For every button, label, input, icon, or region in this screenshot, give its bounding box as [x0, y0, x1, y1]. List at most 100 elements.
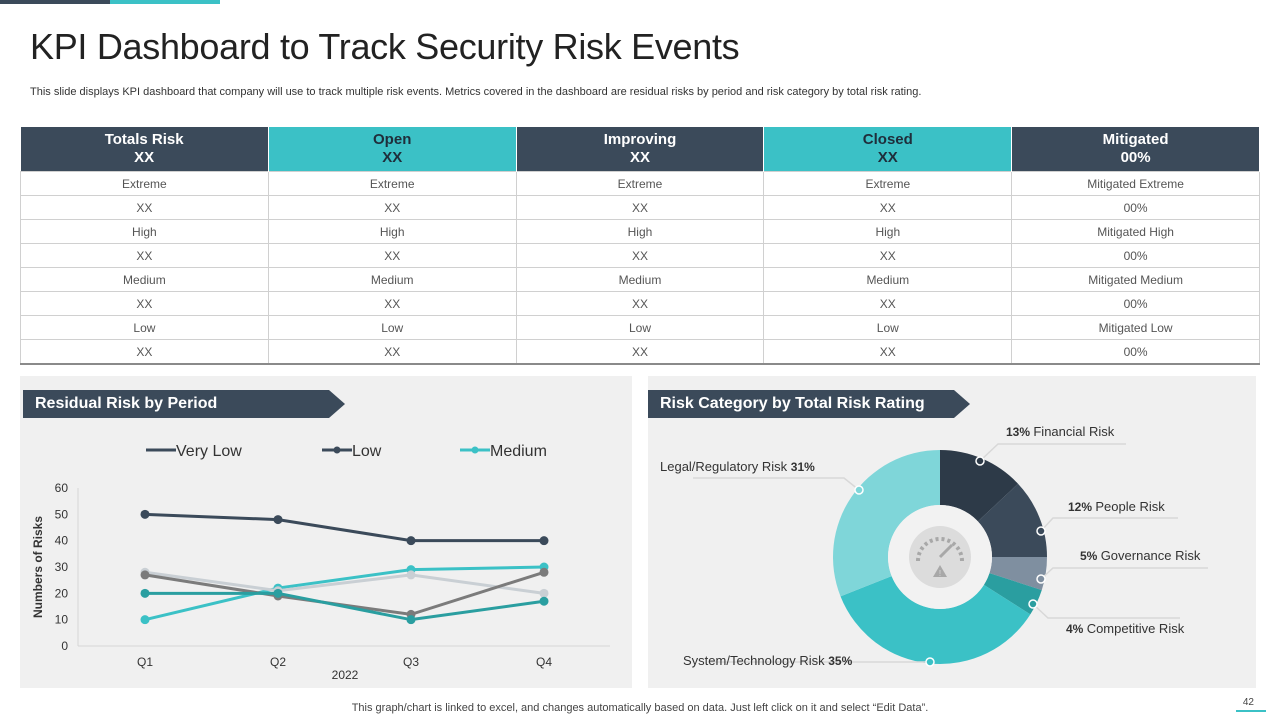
table-cell: High: [515, 219, 765, 244]
table-row: XX XX XX XX 00%: [20, 195, 1260, 220]
donut-callout: 13% Financial Risk: [975, 424, 1126, 466]
header-label: Mitigated: [1102, 131, 1169, 148]
table-cell: Mitigated High: [1011, 219, 1260, 244]
donut-labels: 13% Financial Risk 12% People Risk 5% Gove…: [660, 424, 1208, 668]
donut-slice: [840, 576, 1031, 664]
table-cell: Medium: [763, 267, 1013, 292]
table-cell: XX: [20, 291, 269, 316]
callout-line: [1040, 517, 1178, 532]
donut-slice: [940, 450, 1018, 522]
x-tick-label: Q4: [536, 655, 552, 669]
table-cell: Extreme: [20, 171, 269, 196]
table-row: High High High High Mitigated High: [20, 219, 1260, 244]
table-cell: High: [267, 219, 517, 244]
line-chart-gridlines: [77, 488, 610, 647]
header-label: Totals Risk: [104, 131, 184, 148]
slice-name: People Risk: [1095, 499, 1165, 514]
data-point: [539, 596, 549, 606]
table-cell: Medium: [20, 267, 269, 292]
callout-dot: [925, 657, 935, 667]
slice-percent: 12%: [1068, 500, 1095, 514]
donut-slice: [989, 557, 1047, 591]
table-cell: XX: [515, 291, 765, 316]
table-cell: Low: [763, 315, 1013, 340]
data-point: [406, 615, 416, 625]
series-path: [144, 565, 545, 622]
header-value: XX: [134, 149, 155, 166]
data-point: [140, 615, 150, 625]
legend-marker: [471, 446, 479, 454]
gauge-warning-icon: !: [909, 526, 971, 588]
table-row: Extreme Extreme Extreme Extreme Mitigated Ex…: [20, 171, 1260, 196]
header-mitigated: Mitigated 00%: [1011, 127, 1260, 172]
table-cell: Mitigated Low: [1011, 315, 1260, 340]
header-closed: Closed XX: [763, 127, 1013, 172]
table-cell: XX: [763, 195, 1013, 220]
header-totals-risk: Totals Risk XX: [20, 127, 269, 172]
x-tick-label: Q2: [270, 655, 286, 669]
slice-label: 12% People Risk: [1068, 499, 1165, 514]
callout-dot: [975, 456, 985, 466]
table-cell: Extreme: [515, 171, 765, 196]
table-cell: XX: [515, 243, 765, 268]
line-chart-legend: Very Low Low Medium: [146, 443, 547, 460]
header-value: XX: [877, 149, 898, 166]
slice-percent: 35%: [828, 654, 852, 668]
slice-percent: 5%: [1080, 549, 1101, 563]
table-cell: Low: [267, 315, 517, 340]
y-tick-label: 30: [55, 560, 69, 574]
legend-item: Low: [322, 443, 382, 460]
donut-callout: 12% People Risk: [1036, 499, 1178, 536]
slice-name: System/Technology Risk: [683, 653, 828, 668]
donut-callout: Legal/Regulatory Risk 31%: [660, 459, 864, 495]
donut-callout: System/Technology Risk 35%: [683, 653, 935, 668]
footer-note: This graph/chart is linked to excel, and…: [351, 702, 929, 714]
table-cell: 00%: [1011, 243, 1260, 268]
table-cell: XX: [515, 195, 765, 220]
kpi-header-row: Totals Risk XX Open XX Improving XX Closed X…: [20, 127, 1260, 172]
line-chart-x-label: 2022: [332, 668, 359, 682]
table-cell: XX: [267, 339, 517, 365]
slice-name: Legal/Regulatory Risk: [660, 459, 791, 474]
donut-slice: [983, 573, 1042, 615]
y-tick-label: 40: [55, 534, 69, 548]
slice-label: System/Technology Risk 35%: [683, 653, 853, 668]
table-cell: XX: [267, 243, 517, 268]
line-chart-series: [140, 509, 549, 625]
table-cell: XX: [20, 243, 269, 268]
callout-line: [1040, 567, 1208, 580]
x-tick-label: Q1: [137, 655, 153, 669]
slice-name: Competitive Risk: [1087, 621, 1185, 636]
donut-callout: 5% Governance Risk: [1036, 548, 1208, 584]
callout-line: [693, 477, 860, 491]
line-chart-y-ticks: 0 10 20 30 40 50 60: [55, 481, 69, 653]
table-row: XX XX XX XX 00%: [20, 243, 1260, 268]
page-number: 42: [1242, 697, 1254, 708]
risk-category-panel: Risk Category by Total Risk Rating ! 13%…: [648, 376, 1256, 688]
table-cell: XX: [515, 339, 765, 365]
page-title: KPI Dashboard to Track Security Risk Eve…: [30, 26, 740, 67]
slice-percent: 13%: [1006, 425, 1033, 439]
y-tick-label: 60: [55, 481, 69, 495]
legend-marker: [333, 446, 341, 454]
header-label: Open: [373, 131, 412, 148]
legend-label: Low: [352, 443, 382, 460]
header-value: 00%: [1120, 149, 1151, 166]
table-cell: 00%: [1011, 195, 1260, 220]
table-row: XX XX XX XX 00%: [20, 291, 1260, 316]
top-accent-bar-teal: [110, 0, 220, 4]
header-improving: Improving XX: [516, 127, 765, 172]
series-line: [140, 509, 549, 546]
callout-dot: [1028, 599, 1038, 609]
legend-item: Very Low: [146, 443, 242, 460]
data-point: [140, 570, 150, 580]
data-point: [273, 588, 283, 598]
table-cell: XX: [763, 291, 1013, 316]
table-cell: XX: [267, 195, 517, 220]
residual-risk-heading: Residual Risk by Period: [23, 390, 345, 418]
table-row: XX XX XX XX 00%: [20, 339, 1260, 365]
data-point: [539, 536, 549, 546]
table-cell: XX: [763, 243, 1013, 268]
table-cell: High: [20, 219, 269, 244]
legend-label: Very Low: [176, 443, 242, 460]
